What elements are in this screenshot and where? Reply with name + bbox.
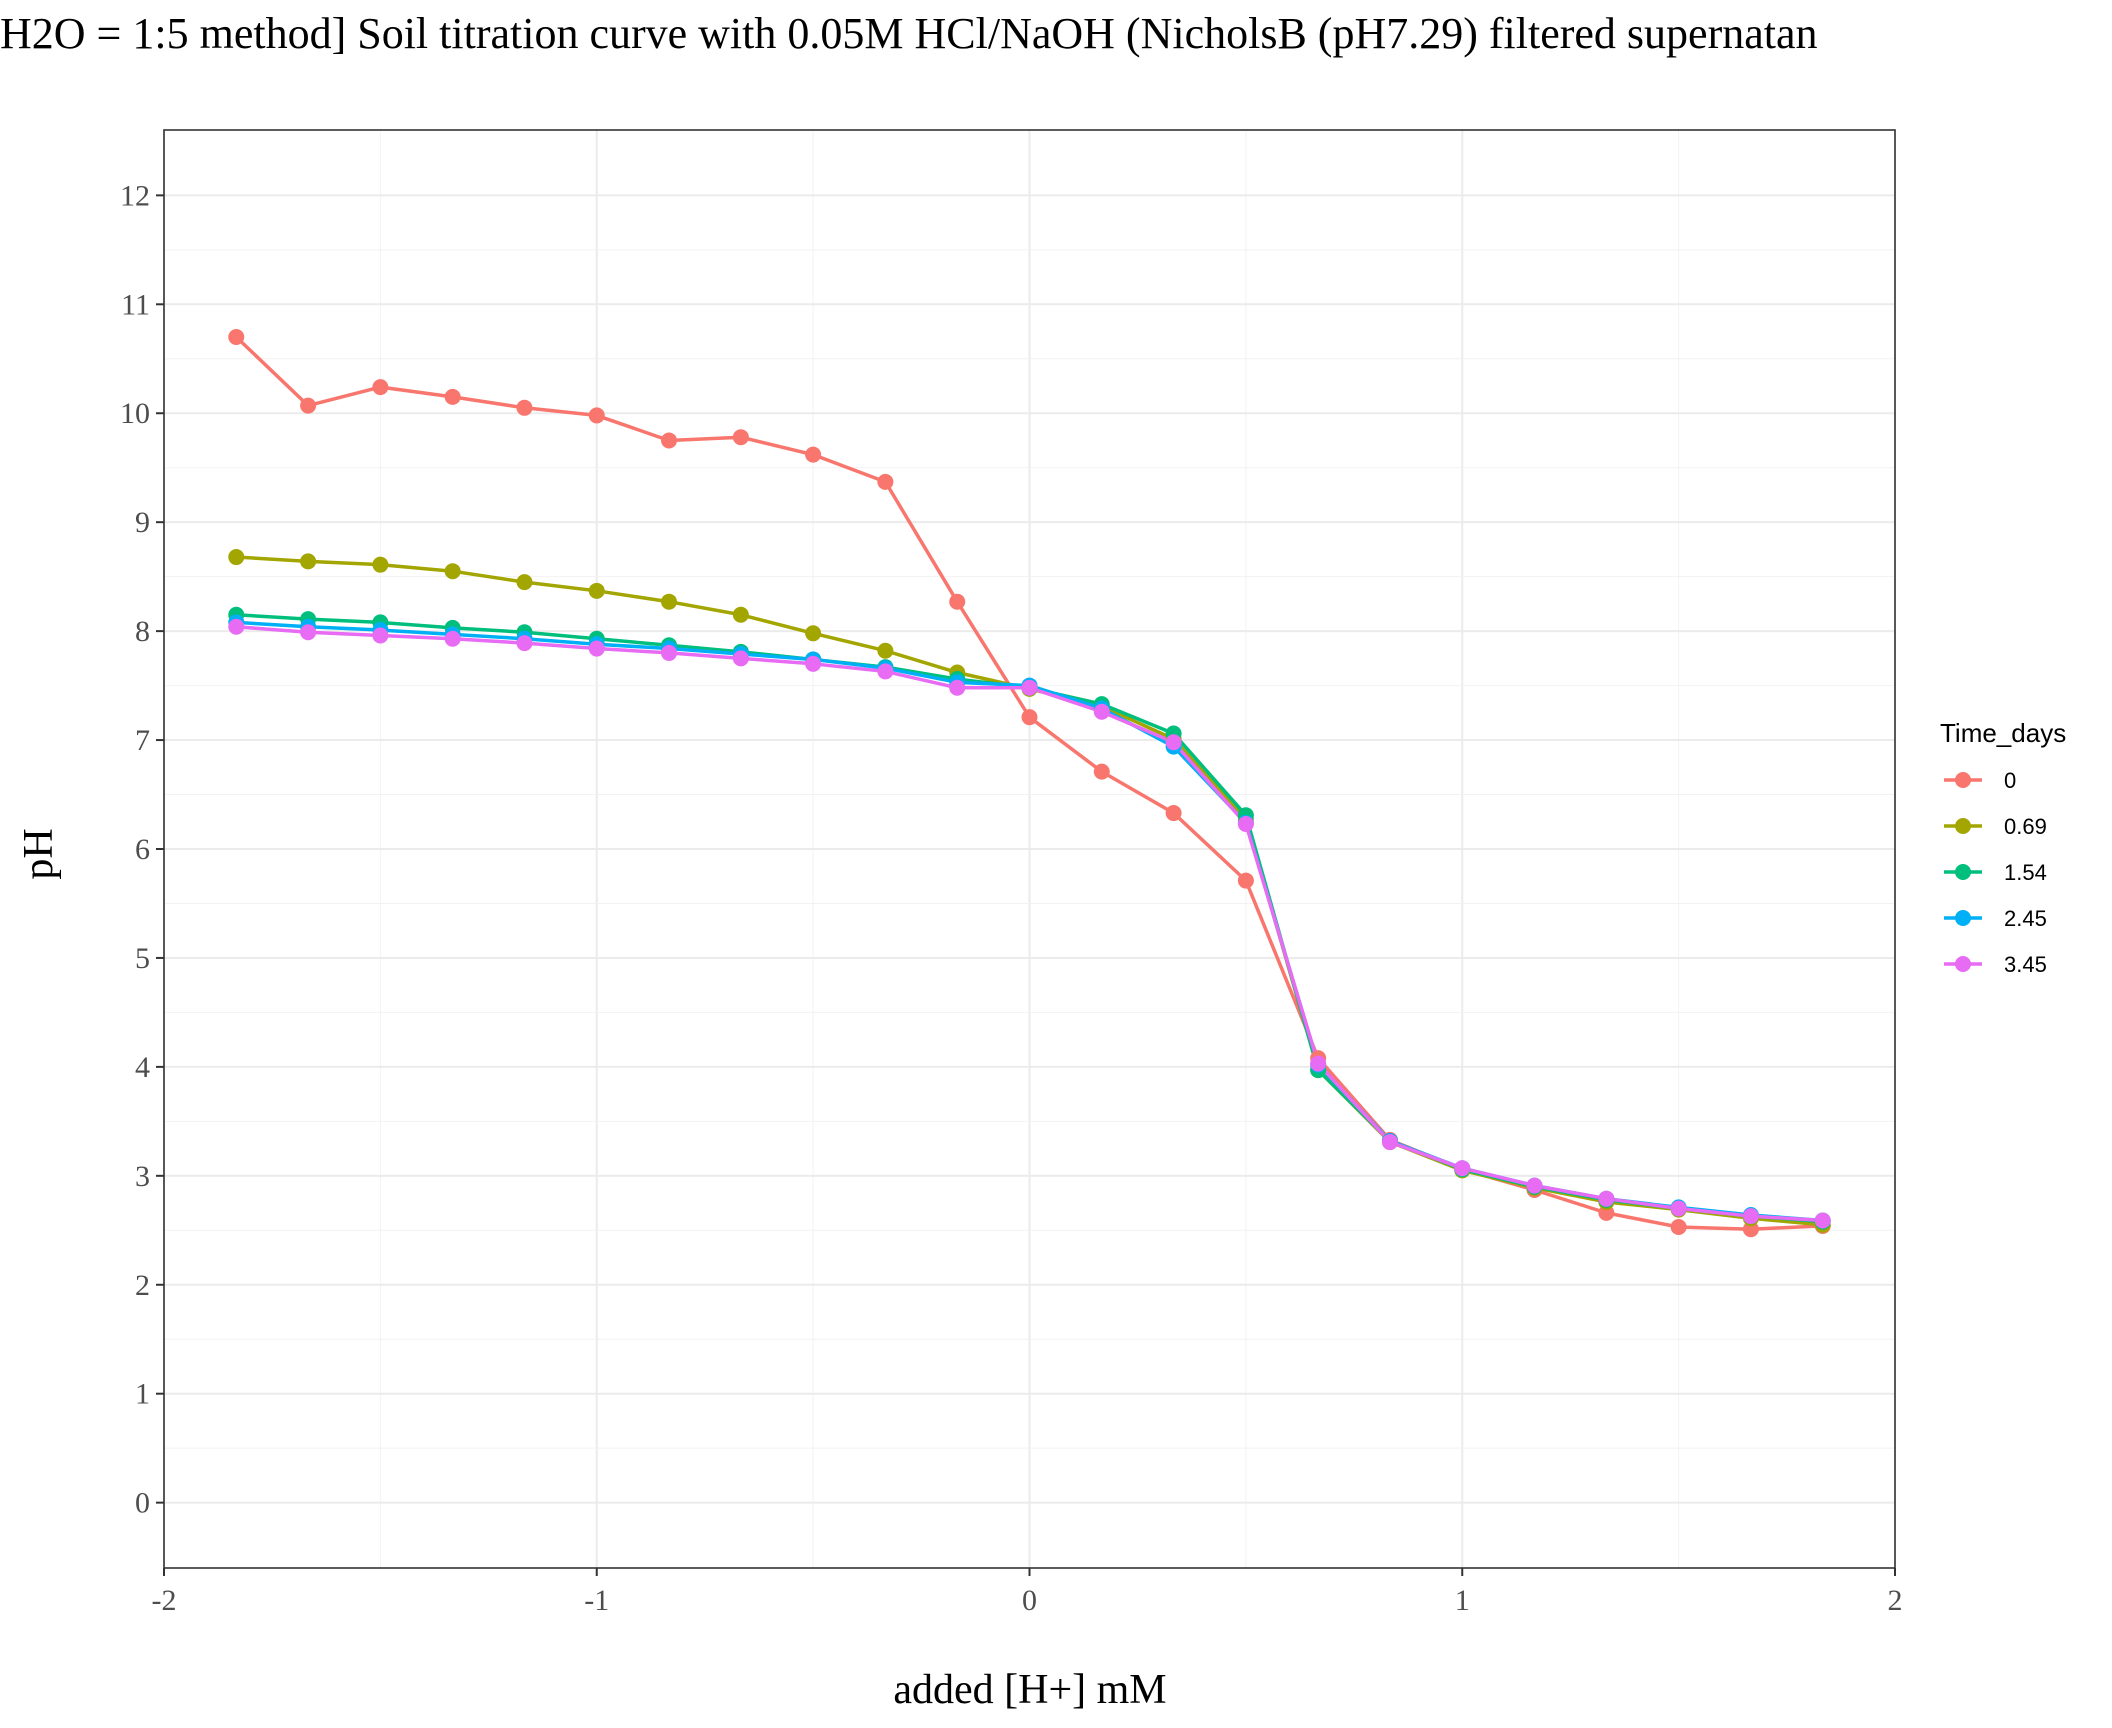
data-point-3.45 bbox=[1022, 680, 1038, 696]
legend-entry-label: 2.45 bbox=[2004, 906, 2047, 931]
data-point-0 bbox=[1094, 764, 1110, 780]
data-point-0 bbox=[1166, 805, 1182, 821]
chart-title: H2O = 1:5 method] Soil titration curve w… bbox=[0, 9, 1818, 58]
data-point-0.69 bbox=[805, 625, 821, 641]
data-point-0 bbox=[445, 389, 461, 405]
data-point-0 bbox=[300, 398, 316, 414]
x-tick-label: -2 bbox=[152, 1584, 177, 1617]
x-tick-label: 0 bbox=[1022, 1584, 1037, 1617]
legend-key-point bbox=[1955, 818, 1971, 834]
y-tick-label: 11 bbox=[121, 288, 150, 321]
x-tick-label: -1 bbox=[584, 1584, 609, 1617]
data-point-0.69 bbox=[589, 583, 605, 599]
data-point-0.69 bbox=[516, 574, 532, 590]
legend-key-point bbox=[1955, 956, 1971, 972]
y-tick-label: 3 bbox=[135, 1160, 150, 1193]
legend-entry-label: 1.54 bbox=[2004, 860, 2047, 885]
y-tick-label: 8 bbox=[135, 615, 150, 648]
data-point-0 bbox=[589, 407, 605, 423]
data-point-3.45 bbox=[949, 680, 965, 696]
grid-layer bbox=[164, 130, 1895, 1568]
legend-entry-label: 0.69 bbox=[2004, 814, 2047, 839]
legend-entry-label: 0 bbox=[2004, 768, 2016, 793]
data-point-3.45 bbox=[372, 627, 388, 643]
data-point-3.45 bbox=[516, 635, 532, 651]
y-tick-label: 9 bbox=[135, 506, 150, 539]
data-point-3.45 bbox=[733, 650, 749, 666]
data-point-3.45 bbox=[1454, 1160, 1470, 1176]
data-point-0.69 bbox=[445, 563, 461, 579]
y-tick-label: 0 bbox=[135, 1487, 150, 1520]
y-tick-label: 5 bbox=[135, 942, 150, 975]
y-tick-label: 1 bbox=[135, 1378, 150, 1411]
data-point-3.45 bbox=[1815, 1212, 1831, 1228]
data-point-0 bbox=[877, 474, 893, 490]
y-axis-label: pH bbox=[16, 828, 62, 879]
data-point-3.45 bbox=[1382, 1134, 1398, 1150]
data-point-0 bbox=[516, 400, 532, 416]
data-point-0.69 bbox=[661, 594, 677, 610]
legend-key-point bbox=[1955, 864, 1971, 880]
data-point-0 bbox=[949, 594, 965, 610]
data-point-3.45 bbox=[1094, 704, 1110, 720]
y-tick-label: 10 bbox=[120, 397, 150, 430]
data-point-0 bbox=[733, 429, 749, 445]
legend-key-point bbox=[1955, 772, 1971, 788]
data-point-0.69 bbox=[733, 607, 749, 623]
data-point-0 bbox=[228, 329, 244, 345]
data-point-0 bbox=[1238, 873, 1254, 889]
data-point-0 bbox=[372, 379, 388, 395]
x-axis-label: added [H+] mM bbox=[893, 1667, 1166, 1713]
data-point-0.69 bbox=[877, 643, 893, 659]
data-point-3.45 bbox=[228, 619, 244, 635]
data-point-3.45 bbox=[1238, 816, 1254, 832]
data-point-3.45 bbox=[661, 645, 677, 661]
y-tick-label: 12 bbox=[120, 179, 150, 212]
data-point-3.45 bbox=[877, 663, 893, 679]
legend-key-point bbox=[1955, 910, 1971, 926]
data-point-0 bbox=[805, 447, 821, 463]
x-tick-label: 2 bbox=[1888, 1584, 1903, 1617]
data-point-3.45 bbox=[805, 656, 821, 672]
data-point-0.69 bbox=[300, 553, 316, 569]
data-point-3.45 bbox=[445, 631, 461, 647]
legend-entry-label: 3.45 bbox=[2004, 952, 2047, 977]
data-point-3.45 bbox=[1598, 1191, 1614, 1207]
x-tick-label: 1 bbox=[1455, 1584, 1470, 1617]
data-point-3.45 bbox=[300, 624, 316, 640]
data-point-3.45 bbox=[589, 641, 605, 657]
data-point-0 bbox=[1671, 1219, 1687, 1235]
data-point-3.45 bbox=[1527, 1178, 1543, 1194]
data-point-0 bbox=[1022, 709, 1038, 725]
data-point-3.45 bbox=[1743, 1208, 1759, 1224]
y-tick-label: 2 bbox=[135, 1269, 150, 1302]
legend: Time_days 0 0.69 1.54 2.45 3.45 bbox=[1940, 718, 2066, 977]
y-tick-label: 7 bbox=[135, 724, 150, 757]
data-point-3.45 bbox=[1166, 734, 1182, 750]
data-point-0.69 bbox=[228, 549, 244, 565]
data-point-3.45 bbox=[1671, 1201, 1687, 1217]
legend-title: Time_days bbox=[1940, 718, 2066, 748]
y-tick-label: 6 bbox=[135, 833, 150, 866]
data-point-0 bbox=[661, 432, 677, 448]
data-point-3.45 bbox=[1310, 1056, 1326, 1072]
data-point-0.69 bbox=[372, 557, 388, 573]
y-tick-label: 4 bbox=[135, 1051, 150, 1084]
